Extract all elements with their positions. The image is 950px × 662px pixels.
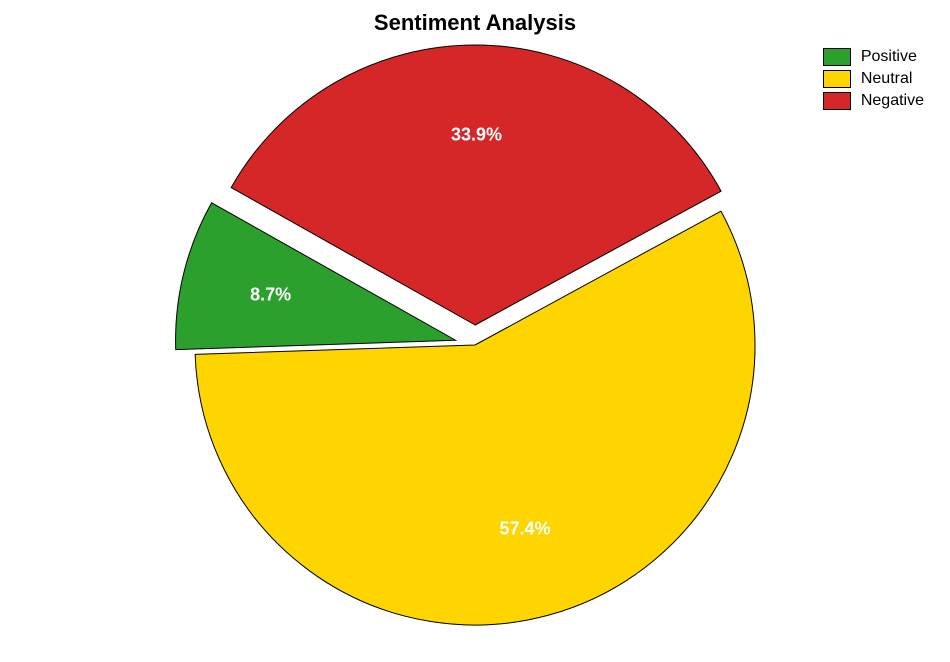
legend-label-negative: Negative <box>861 92 924 110</box>
legend-item-positive: Positive <box>823 48 924 66</box>
legend-label-positive: Positive <box>861 48 917 66</box>
legend-item-negative: Negative <box>823 92 924 110</box>
pie-svg <box>0 0 950 662</box>
sentiment-pie-chart: Sentiment Analysis 33.9% 57.4% 8.7% Posi… <box>0 0 950 662</box>
legend: Positive Neutral Negative <box>823 48 924 114</box>
legend-item-neutral: Neutral <box>823 70 924 88</box>
pie-area: 33.9% 57.4% 8.7% <box>0 0 950 662</box>
legend-swatch-positive <box>823 48 851 66</box>
legend-label-neutral: Neutral <box>861 70 913 88</box>
slice-label-neutral: 57.4% <box>500 518 551 539</box>
legend-swatch-negative <box>823 92 851 110</box>
legend-swatch-neutral <box>823 70 851 88</box>
slice-label-negative: 33.9% <box>451 124 502 145</box>
slice-label-positive: 8.7% <box>250 285 291 306</box>
